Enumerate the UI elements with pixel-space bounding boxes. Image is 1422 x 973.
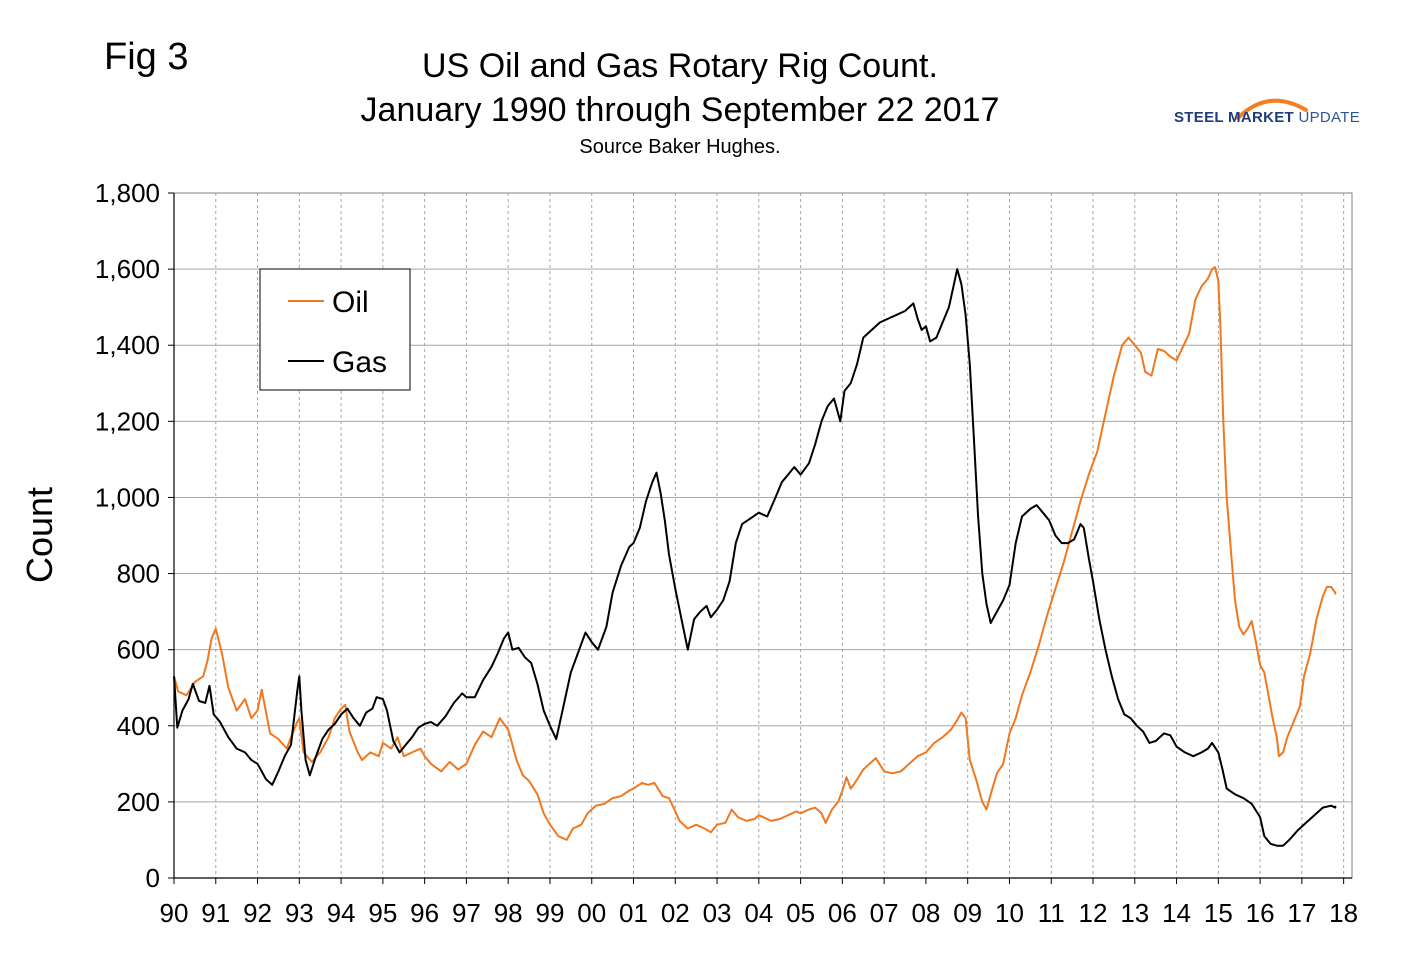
x-tick-label: 93	[285, 898, 314, 928]
x-tick-label: 91	[201, 898, 230, 928]
logo-swoosh-icon	[1236, 98, 1308, 120]
x-tick-label: 17	[1287, 898, 1316, 928]
series-line-oil	[173, 266, 1337, 841]
x-tick-label: 97	[452, 898, 481, 928]
x-tick-label: 14	[1162, 898, 1191, 928]
y-tick-label: 600	[117, 635, 160, 665]
x-tick-label: 11	[1038, 898, 1065, 928]
x-tick-label: 90	[160, 898, 189, 928]
x-tick-label: 02	[661, 898, 690, 928]
x-tick-label: 07	[870, 898, 899, 928]
y-tick-label: 800	[117, 559, 160, 589]
x-tick-label: 95	[368, 898, 397, 928]
y-tick-label: 0	[146, 863, 160, 893]
x-tick-label: 08	[911, 898, 940, 928]
x-tick-label: 04	[744, 898, 773, 928]
y-tick-label: 1,000	[95, 482, 160, 512]
x-tick-label: 16	[1246, 898, 1275, 928]
y-tick-label: 400	[117, 711, 160, 741]
x-tick-label: 94	[327, 898, 356, 928]
y-tick-label: 1,200	[95, 406, 160, 436]
x-tick-label: 13	[1120, 898, 1149, 928]
legend-label-oil: Oil	[332, 286, 369, 319]
x-tick-label: 98	[494, 898, 523, 928]
y-tick-label: 1,400	[95, 330, 160, 360]
x-tick-label: 99	[535, 898, 564, 928]
logo-word-steel-market: STEEL MARKET	[1174, 109, 1294, 126]
chart-title-line2: January 1990 through September 22 2017	[360, 91, 1000, 129]
x-tick-label: 06	[828, 898, 857, 928]
x-tick-label: 15	[1204, 898, 1233, 928]
x-tick-label: 96	[410, 898, 439, 928]
x-tick-label: 03	[703, 898, 732, 928]
chart-title-line1: US Oil and Gas Rotary Rig Count.	[422, 47, 938, 85]
legend: Oil Gas	[259, 268, 411, 391]
y-tick-label: 1,600	[95, 254, 160, 284]
logo-word-update: UPDATE	[1294, 109, 1360, 126]
chart-source: Source Baker Hughes.	[579, 136, 781, 158]
y-tick-label: 200	[117, 787, 160, 817]
x-tick-label: 00	[577, 898, 606, 928]
x-tick-label: 05	[786, 898, 815, 928]
legend-label-gas: Gas	[332, 346, 387, 379]
x-tick-label: 01	[619, 898, 648, 928]
x-tick-label: 18	[1329, 898, 1358, 928]
series-line-gas	[173, 268, 1337, 847]
y-tick-label: 1,800	[95, 178, 160, 208]
legend-box	[259, 268, 411, 391]
y-axis-label: Count	[19, 487, 60, 583]
x-tick-label: 10	[995, 898, 1024, 928]
figure-label: Fig 3	[104, 36, 189, 78]
x-tick-label: 92	[243, 898, 272, 928]
x-tick-label: 09	[953, 898, 982, 928]
steel-market-update-logo: STEEL MARKET UPDATE	[1168, 92, 1388, 142]
x-tick-label: 12	[1079, 898, 1108, 928]
